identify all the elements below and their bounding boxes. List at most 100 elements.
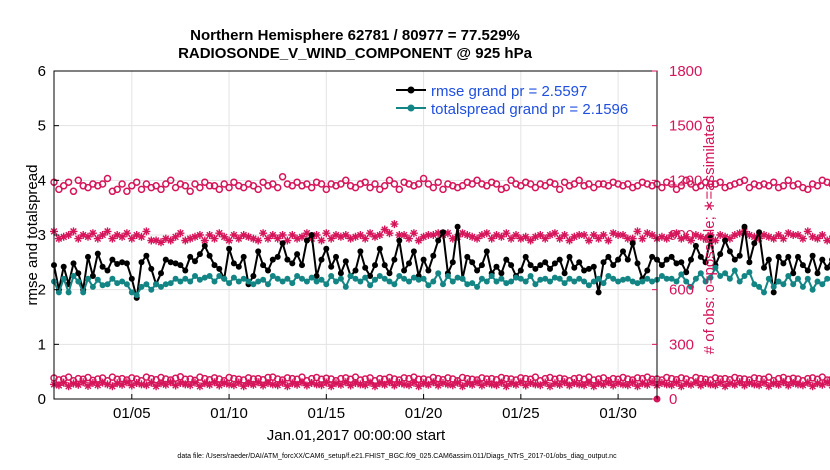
obs-possible-point (531, 373, 540, 381)
totalspread-point (162, 281, 169, 288)
obs-possible-point (658, 183, 666, 192)
obs-assimilated-point (405, 234, 413, 243)
rmse-point (527, 262, 534, 269)
obs-assimilated-point (672, 378, 681, 387)
obs-assimilated-point (327, 382, 336, 391)
rmse-point (804, 267, 811, 274)
obs-assimilated-point (273, 381, 282, 390)
obs-assimilated-point (225, 380, 234, 389)
obs-assimilated-point (64, 231, 73, 239)
obs-assimilated-point (477, 231, 486, 239)
totalspread-point (644, 275, 651, 282)
legend: rmse grand pr = 2.5597 totalspread grand… (396, 83, 628, 118)
obs-assimilated-point (682, 232, 691, 241)
obs-assimilated-point (521, 232, 530, 241)
obs-assimilated-point (103, 227, 112, 236)
obs-assimilated-point (560, 378, 569, 387)
obs-assimilated-point (264, 379, 272, 387)
obs-possible-point (98, 180, 107, 188)
totalspread-point (513, 274, 519, 281)
rmse-point (595, 289, 602, 296)
totalspread-point (474, 283, 481, 290)
obs-assimilated-point (458, 382, 467, 391)
totalspread-point (478, 275, 485, 282)
rmse-point (464, 253, 471, 260)
rmse-point (688, 256, 694, 263)
obs-assimilated-point (283, 236, 292, 245)
obs-assimilated-point (735, 229, 744, 238)
obs-possible-point (677, 374, 686, 382)
totalspread-point (736, 278, 743, 285)
rmse-point (547, 265, 553, 272)
totalspread-point (454, 274, 461, 281)
obs-assimilated-point (181, 380, 190, 389)
obs-assimilated-point (789, 231, 798, 239)
obs-possible-point (376, 185, 384, 194)
obs-assimilated-point (200, 379, 209, 388)
obs-possible-point (604, 182, 613, 190)
obs-possible-point (215, 185, 224, 194)
obs-assimilated-point (798, 234, 807, 243)
totalspread-point (527, 273, 534, 279)
totalspread-point (785, 273, 792, 279)
obs-possible-point (541, 182, 549, 190)
totalspread-point (488, 273, 495, 279)
obs-assimilated-point (59, 378, 68, 387)
obs-assimilated-point (302, 229, 311, 238)
rmse-point (624, 256, 631, 263)
obs-possible-point (633, 182, 642, 190)
rmse-point (726, 248, 733, 255)
obs-assimilated-point (764, 232, 773, 241)
obs-assimilated-point (735, 378, 744, 387)
obs-possible-point (337, 180, 345, 188)
obs-assimilated-point (521, 381, 530, 390)
totalspread-point (333, 278, 339, 285)
obs-possible-point (711, 374, 720, 382)
obs-possible-point (239, 183, 248, 192)
legend-spread-marker (407, 104, 415, 112)
totalspread-point (464, 281, 471, 288)
y-tick-label: 0 (38, 391, 46, 408)
obs-assimilated-point (132, 379, 141, 387)
totalspread-point (357, 278, 364, 285)
rmse-point (230, 260, 237, 267)
obs-assimilated-point (784, 229, 793, 238)
obs-possible-point (667, 180, 676, 188)
rmse-point (201, 242, 208, 249)
obs-assimilated-point (195, 231, 204, 239)
totalspread-point (571, 278, 578, 285)
obs-assimilated-point (677, 234, 686, 243)
obs-assimilated-point (687, 380, 695, 389)
obs-assimilated-point (614, 379, 623, 387)
obs-assimilated-point (818, 380, 827, 389)
obs-assimilated-point (79, 231, 88, 239)
y-right-tick-label: 0 (669, 391, 677, 408)
totalspread-point (547, 278, 553, 285)
totalspread-point (177, 278, 184, 285)
totalspread-point (269, 273, 276, 279)
obs-assimilated-point (745, 231, 754, 239)
obs-possible-point (721, 374, 729, 383)
obs-possible-point (731, 373, 739, 382)
totalspread-point (284, 275, 291, 282)
obs-assimilated-point (458, 229, 467, 238)
rmse-point (522, 253, 529, 260)
obs-assimilated-point (419, 232, 428, 241)
totalspread-point (761, 289, 767, 296)
rmse-point (503, 256, 510, 263)
obs-possible-point (128, 374, 136, 382)
obs-assimilated-point (142, 381, 151, 390)
rmse-point (119, 259, 126, 266)
obs-possible-point (526, 180, 535, 188)
obs-assimilated-point (570, 232, 579, 241)
rmse-point (265, 267, 271, 274)
obs-assimilated-point (691, 231, 700, 239)
rmse-point (658, 262, 665, 269)
obs-assimilated-point (220, 379, 229, 387)
obs-assimilated-point (93, 234, 102, 243)
obs-assimilated-point (507, 379, 516, 388)
totalspread-point (313, 278, 320, 285)
totalspread-point (80, 289, 87, 296)
totalspread-point (799, 283, 806, 290)
obs-assimilated-point (54, 234, 63, 243)
